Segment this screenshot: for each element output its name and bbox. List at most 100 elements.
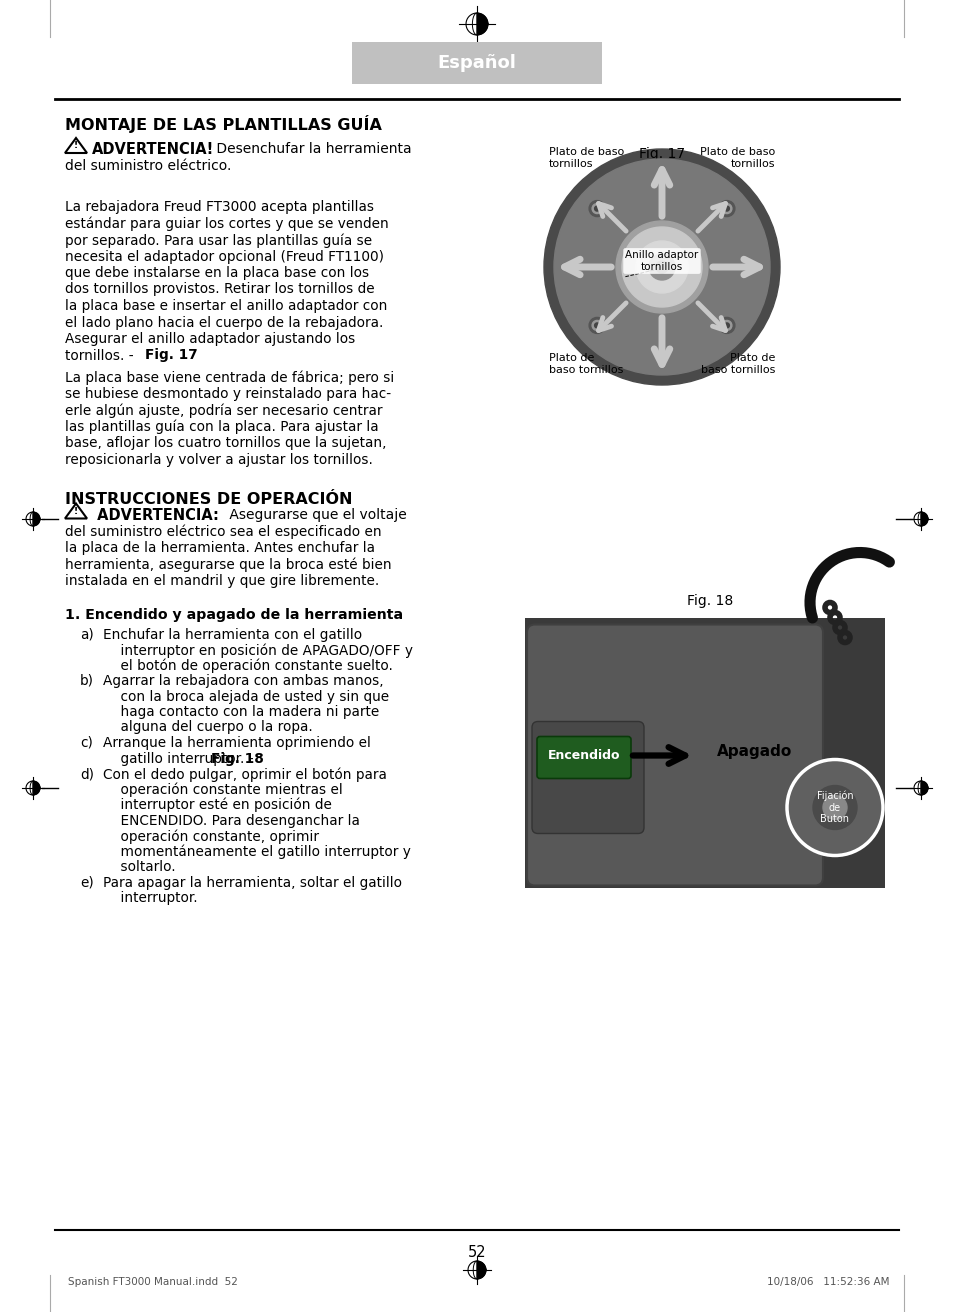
Text: !: ! <box>74 506 78 516</box>
Text: el lado plano hacia el cuerpo de la rebajadora.: el lado plano hacia el cuerpo de la reba… <box>65 315 383 329</box>
Circle shape <box>592 203 601 214</box>
Text: b): b) <box>80 674 94 687</box>
Wedge shape <box>476 1261 485 1279</box>
Circle shape <box>636 241 687 293</box>
Text: 1. Encendido y apagado de la herramienta: 1. Encendido y apagado de la herramienta <box>65 607 403 622</box>
Text: Desenchufar la herramienta: Desenchufar la herramienta <box>212 142 411 156</box>
Circle shape <box>592 320 601 331</box>
Text: Plato de baso
tornillos: Plato de baso tornillos <box>548 147 623 169</box>
Circle shape <box>721 203 731 214</box>
Text: Arranque la herramienta oprimiendo el: Arranque la herramienta oprimiendo el <box>103 736 371 750</box>
Text: interruptor.: interruptor. <box>103 891 197 905</box>
Text: c): c) <box>80 736 92 750</box>
Wedge shape <box>33 512 40 526</box>
Wedge shape <box>33 781 40 795</box>
Text: 52: 52 <box>467 1245 486 1260</box>
Text: base, aflojar los cuatro tornillos que la sujetan,: base, aflojar los cuatro tornillos que l… <box>65 437 386 450</box>
Text: del suministro eléctrico.: del suministro eléctrico. <box>65 159 232 173</box>
Text: herramienta, asegurarse que la broca esté bien: herramienta, asegurarse que la broca est… <box>65 558 392 572</box>
Wedge shape <box>476 13 487 34</box>
Text: estándar para guiar los cortes y que se venden: estándar para guiar los cortes y que se … <box>65 216 388 231</box>
Text: Plato de
baso tornillos: Plato de baso tornillos <box>548 353 622 375</box>
Circle shape <box>589 201 604 216</box>
FancyBboxPatch shape <box>537 736 630 778</box>
FancyBboxPatch shape <box>352 42 601 84</box>
Text: operación constante, oprimir: operación constante, oprimir <box>103 829 318 844</box>
Circle shape <box>812 786 856 829</box>
Text: por separado. Para usar las plantillas guía se: por separado. Para usar las plantillas g… <box>65 234 372 248</box>
Wedge shape <box>920 781 927 795</box>
Circle shape <box>723 323 729 328</box>
Text: tornillos. -: tornillos. - <box>65 349 138 362</box>
Text: instalada en el mandril y que gire libremente.: instalada en el mandril y que gire libre… <box>65 575 379 588</box>
Text: la placa base e insertar el anillo adaptador con: la placa base e insertar el anillo adapt… <box>65 299 387 314</box>
Text: Encendido: Encendido <box>547 749 619 762</box>
FancyBboxPatch shape <box>532 722 643 833</box>
Text: Spanish FT3000 Manual.indd  52: Spanish FT3000 Manual.indd 52 <box>68 1277 237 1287</box>
Circle shape <box>543 150 780 384</box>
Text: Fijación
de
Buton: Fijación de Buton <box>816 791 852 824</box>
Text: ADVERTENCIA!: ADVERTENCIA! <box>91 142 214 157</box>
Text: d): d) <box>80 768 94 781</box>
Circle shape <box>648 255 675 279</box>
Circle shape <box>822 795 846 820</box>
Text: Apagado: Apagado <box>717 744 792 760</box>
Text: ADVERTENCIA:: ADVERTENCIA: <box>91 508 218 522</box>
Circle shape <box>719 318 734 333</box>
Text: alguna del cuerpo o la ropa.: alguna del cuerpo o la ropa. <box>103 720 313 735</box>
Text: Asegurar el anillo adaptador ajustando los: Asegurar el anillo adaptador ajustando l… <box>65 332 355 346</box>
FancyBboxPatch shape <box>524 618 884 887</box>
Text: con la broca alejada de usted y sin que: con la broca alejada de usted y sin que <box>103 690 389 703</box>
Text: e): e) <box>80 875 93 890</box>
Text: INSTRUCCIONES DE OPERACIÓN: INSTRUCCIONES DE OPERACIÓN <box>65 492 352 506</box>
Text: Fig. 17: Fig. 17 <box>145 349 197 362</box>
Wedge shape <box>920 512 927 526</box>
Text: soltarlo.: soltarlo. <box>103 859 175 874</box>
Text: 10/18/06   11:52:36 AM: 10/18/06 11:52:36 AM <box>767 1277 889 1287</box>
Text: haga contacto con la madera ni parte: haga contacto con la madera ni parte <box>103 705 379 719</box>
Text: !: ! <box>74 142 78 151</box>
Circle shape <box>554 159 769 375</box>
Circle shape <box>656 261 667 273</box>
Text: necesita el adaptador opcional (Freud FT1100): necesita el adaptador opcional (Freud FT… <box>65 249 384 264</box>
Text: operación constante mientras el: operación constante mientras el <box>103 782 342 796</box>
Text: Con el dedo pulgar, oprimir el botón para: Con el dedo pulgar, oprimir el botón par… <box>103 768 387 782</box>
Text: Para apagar la herramienta, soltar el gatillo: Para apagar la herramienta, soltar el ga… <box>103 875 401 890</box>
Text: del suministro eléctrico sea el especificado en: del suministro eléctrico sea el especifi… <box>65 525 381 539</box>
Text: Fig. 18: Fig. 18 <box>686 594 732 609</box>
Circle shape <box>786 760 882 855</box>
Text: la placa de la herramienta. Antes enchufar la: la placa de la herramienta. Antes enchuf… <box>65 541 375 555</box>
Text: gatillo interruptor. -: gatillo interruptor. - <box>103 752 257 765</box>
Text: interruptor esté en posición de: interruptor esté en posición de <box>103 798 332 812</box>
Text: Asegurarse que el voltaje: Asegurarse que el voltaje <box>225 508 406 521</box>
Circle shape <box>621 227 701 307</box>
Text: momentáneamente el gatillo interruptor y: momentáneamente el gatillo interruptor y <box>103 845 411 859</box>
Text: reposicionarla y volver a ajustar los tornillos.: reposicionarla y volver a ajustar los to… <box>65 453 373 467</box>
Text: Plato de baso
tornillos: Plato de baso tornillos <box>699 147 774 169</box>
Circle shape <box>721 320 731 331</box>
Text: Anillo adaptor
tornillos: Anillo adaptor tornillos <box>625 251 698 272</box>
Text: erle algún ajuste, podría ser necesario centrar: erle algún ajuste, podría ser necesario … <box>65 404 382 419</box>
Circle shape <box>589 318 604 333</box>
Text: La rebajadora Freud FT3000 acepta plantillas: La rebajadora Freud FT3000 acepta planti… <box>65 199 374 214</box>
Text: La placa base viene centrada de fábrica; pero si: La placa base viene centrada de fábrica;… <box>65 370 394 384</box>
Text: ENCENDIDO. Para desenganchar la: ENCENDIDO. Para desenganchar la <box>103 813 359 828</box>
Text: dos tornillos provistos. Retirar los tornillos de: dos tornillos provistos. Retirar los tor… <box>65 282 375 297</box>
Circle shape <box>594 323 599 328</box>
Text: que debe instalarse en la placa base con los: que debe instalarse en la placa base con… <box>65 266 369 279</box>
FancyBboxPatch shape <box>526 625 822 886</box>
Text: Plato de
baso tornillos: Plato de baso tornillos <box>700 353 774 375</box>
Text: se hubiese desmontado y reinstalado para hac-: se hubiese desmontado y reinstalado para… <box>65 387 391 401</box>
Text: Español: Español <box>437 54 516 72</box>
Circle shape <box>594 206 599 211</box>
Text: MONTAJE DE LAS PLANTILLAS GUÍA: MONTAJE DE LAS PLANTILLAS GUÍA <box>65 115 381 133</box>
Text: Fig. 18: Fig. 18 <box>211 752 264 765</box>
Text: las plantillas guía con la placa. Para ajustar la: las plantillas guía con la placa. Para a… <box>65 420 378 434</box>
Text: Fig. 17: Fig. 17 <box>639 147 684 161</box>
Circle shape <box>616 220 707 314</box>
Circle shape <box>719 201 734 216</box>
Text: el botón de operación constante suelto.: el botón de operación constante suelto. <box>103 659 393 673</box>
Text: Enchufar la herramienta con el gatillo: Enchufar la herramienta con el gatillo <box>103 627 362 642</box>
Text: a): a) <box>80 627 93 642</box>
Text: Agarrar la rebajadora con ambas manos,: Agarrar la rebajadora con ambas manos, <box>103 674 383 687</box>
